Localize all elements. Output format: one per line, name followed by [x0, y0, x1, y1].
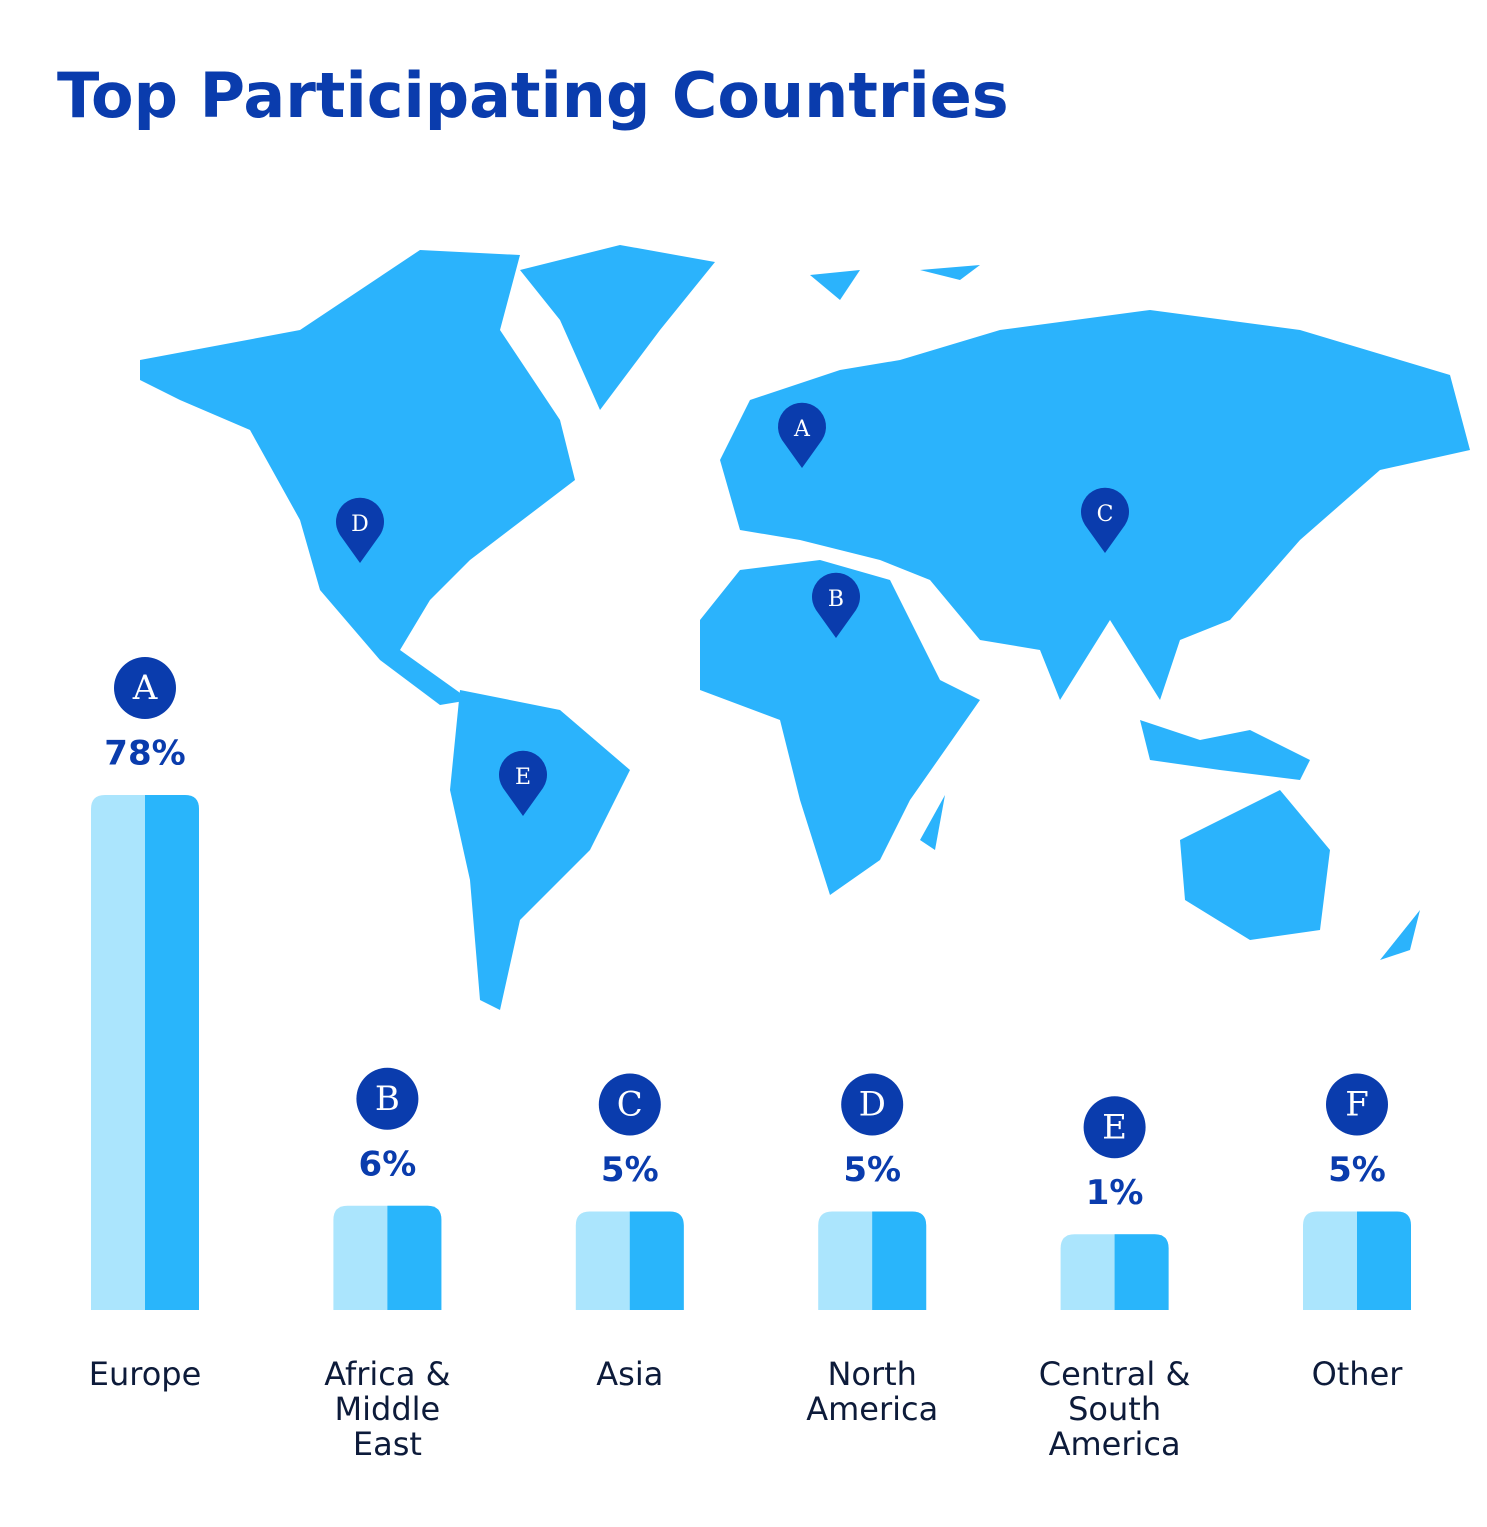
map-pin [499, 750, 548, 816]
letter-badge [1083, 1096, 1146, 1159]
value-label: 6% [359, 1144, 417, 1184]
category-label: Europe [88, 1355, 202, 1393]
letter-badge [114, 657, 176, 719]
bar-shade [629, 1211, 684, 1310]
value-label: 5% [1328, 1150, 1386, 1190]
letter-badge [356, 1067, 419, 1130]
map-pin [812, 572, 860, 638]
category-label: Central & South America [1038, 1355, 1191, 1463]
value-label: 5% [843, 1150, 901, 1190]
category-label: North America [806, 1355, 939, 1428]
category-label: Asia [596, 1355, 664, 1393]
pin-letter: D [351, 512, 369, 537]
map-pin [336, 497, 384, 563]
badge-letter: D [859, 1084, 886, 1124]
value-label: 78% [104, 734, 185, 774]
badge-letter: E [1102, 1107, 1127, 1147]
map-pin [778, 402, 827, 468]
badge-letter: A [132, 668, 158, 708]
bar-shade [1114, 1234, 1169, 1310]
pin-letter: B [828, 587, 844, 612]
map-pin [1080, 487, 1129, 553]
chart-title: Top Participating Countries [57, 59, 1009, 132]
world-map [140, 245, 1470, 1010]
badge-letter: C [617, 1084, 643, 1124]
bar-shade [872, 1211, 927, 1310]
pin-letter: C [1097, 502, 1114, 527]
bar-shade [387, 1205, 442, 1310]
category-label: Africa & Middle East [324, 1355, 451, 1463]
letter-badge [841, 1073, 904, 1136]
bar-shade [1357, 1211, 1411, 1310]
bar-shade [145, 795, 199, 1310]
letter-badge [598, 1073, 661, 1136]
pin-letter: A [793, 417, 811, 442]
map-pins: A B C D E [336, 402, 1129, 816]
letter-badge [1326, 1073, 1388, 1136]
value-label: 5% [601, 1150, 659, 1190]
category-label: Other [1311, 1355, 1403, 1393]
badge-letter: B [375, 1079, 400, 1119]
value-label: 1% [1086, 1173, 1144, 1213]
badge-letter: F [1345, 1084, 1369, 1124]
pin-letter: E [515, 765, 531, 790]
